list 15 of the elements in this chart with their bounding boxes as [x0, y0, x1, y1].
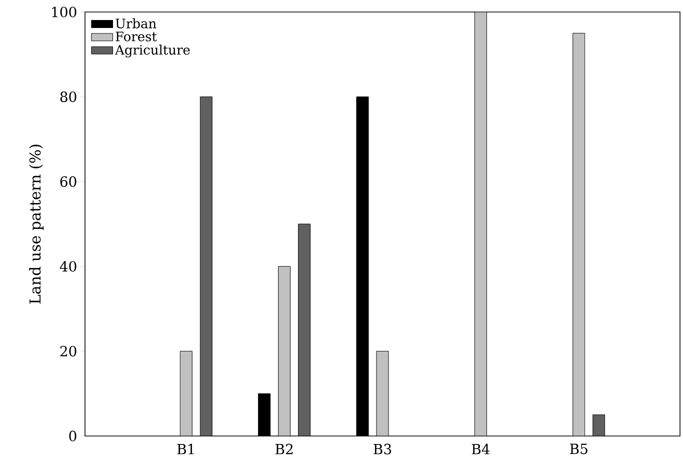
- x-tick-label: B1: [177, 444, 194, 454]
- y-tick-label: 0: [69, 430, 76, 442]
- x-tick-label: B2: [275, 444, 293, 454]
- y-tick-label: 80: [60, 91, 76, 102]
- x-tick-label: B4: [472, 444, 490, 454]
- y-tick-label: 100: [52, 6, 76, 18]
- legend-label: Urban: [116, 18, 156, 28]
- y-tick-label: 60: [60, 176, 76, 187]
- legend-label: Forest: [116, 32, 157, 42]
- x-tick-label: B5: [570, 444, 588, 454]
- legend-label: Agriculture: [114, 44, 190, 58]
- y-axis-title: Land use pattern (%): [29, 144, 44, 304]
- x-tick-label: B3: [374, 444, 392, 454]
- y-tick-label: 20: [60, 346, 76, 356]
- y-tick-label: 40: [60, 261, 76, 272]
